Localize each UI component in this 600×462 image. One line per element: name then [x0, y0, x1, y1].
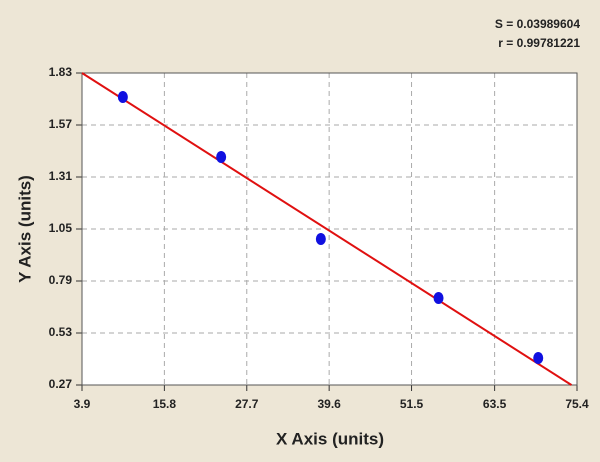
x-tick-label: 3.9 — [74, 397, 91, 411]
x-axis-label: X Axis (units) — [276, 429, 384, 448]
y-tick-label: 0.53 — [49, 325, 73, 339]
point — [433, 292, 444, 304]
y-tick-label: 1.05 — [49, 221, 73, 235]
x-tick-label: 39.6 — [317, 397, 341, 411]
point — [315, 233, 326, 245]
x-tick-label: 15.8 — [153, 397, 177, 411]
x-tick-label: 63.5 — [483, 397, 507, 411]
annotation: r = 0.99781221 — [498, 36, 580, 50]
y-axis-label: Y Axis (units) — [15, 175, 34, 283]
y-tick-label: 1.83 — [49, 65, 73, 79]
fit-line — [81, 72, 572, 386]
x-tick-label: 51.5 — [400, 397, 424, 411]
y-tick-label: 1.57 — [49, 117, 73, 131]
x-tick-label: 27.7 — [235, 397, 259, 411]
y-tick-label: 1.31 — [49, 169, 73, 183]
y-tick-label: 0.27 — [49, 377, 73, 391]
plot-border — [81, 72, 578, 386]
y-tick-label: 0.79 — [49, 273, 73, 287]
annotation: S = 0.03989604 — [495, 17, 580, 31]
x-tick-label: 75.4 — [565, 397, 589, 411]
point — [533, 352, 544, 364]
point — [117, 91, 128, 103]
point — [216, 151, 227, 163]
